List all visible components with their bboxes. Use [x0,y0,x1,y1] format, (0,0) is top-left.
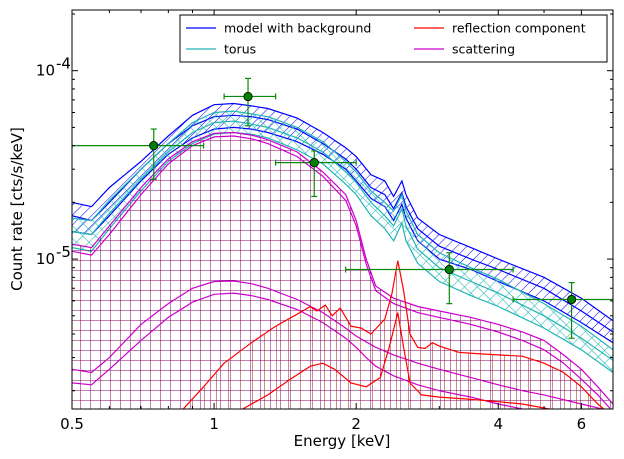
scattering-center-line [72,135,612,409]
legend-label-model: model with background [224,21,371,36]
data-point-3 [275,150,357,198]
model-with-background-band [72,103,613,343]
model-with-background-upper-line [72,102,613,322]
data-point-1 [72,128,205,180]
x-tick-label: 1 [209,415,219,433]
data-points [72,77,613,339]
model-bands [72,102,613,409]
reflection-component-lower-line [242,312,553,409]
y-tick-label-exponent: -4 [56,55,71,73]
reflection-component-upper-line [182,260,605,409]
y-axis-label: Count rate [cts/s/keV] [8,127,26,291]
scattering-upper-line [72,131,613,405]
data-point-marker [444,264,454,275]
data-point-4 [345,252,514,305]
legend-label-scattering: scattering [452,42,515,57]
legend-label-reflection: reflection component [452,21,586,36]
scattering-band [72,132,613,409]
data-point-marker [149,141,159,151]
y-tick-label-exponent: -5 [56,243,71,261]
x-axis-label: Energy [keV] [294,432,391,450]
x-tick-label: 4 [494,415,504,433]
data-point-marker [243,91,253,102]
torus-upper-line [72,110,613,351]
plot-frame [71,9,614,410]
legend-label-torus: torus [224,42,256,57]
torus-band [72,111,613,373]
data-point-5 [512,282,613,339]
reflection-component-band [183,260,604,409]
y-tick-label-base: 10 [36,62,55,80]
reflection-component-series [182,260,605,409]
legend-frame [179,14,608,63]
data-point-marker [309,158,319,168]
data-point-2 [223,77,277,127]
x-tick-label: 6 [577,415,587,433]
x-tick-label: 0.5 [60,415,84,433]
legend: model with background reflection compone… [179,14,608,63]
y-tick-label-base: 10 [36,250,55,268]
axis-ticks: 0.5 1 2 4 610-510-4 [36,10,614,433]
torus-center-line [72,120,613,361]
x-tick-label: 2 [351,415,361,433]
data-point-marker [567,294,577,305]
